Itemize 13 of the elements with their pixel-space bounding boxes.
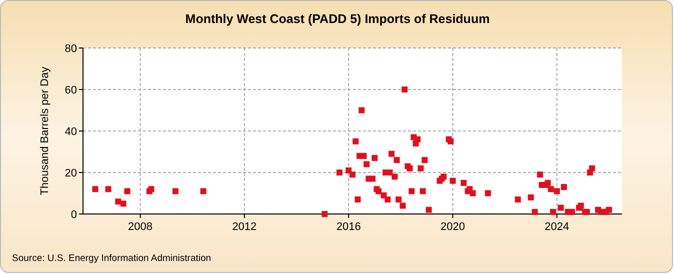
x-tick-label: 2024 (544, 221, 570, 233)
x-tick-label: 2020 (440, 221, 465, 233)
y-tick-label: 80 (64, 42, 77, 55)
y-axis-title: Thousand Barrels per Day (39, 66, 51, 196)
x-tick-label: 2016 (336, 221, 361, 233)
y-tick-label: 20 (64, 167, 77, 180)
chart-title: Monthly West Coast (PADD 5) Imports of Residuum (185, 12, 490, 26)
source-note: Source: U.S. Energy Information Administration (12, 253, 212, 264)
y-tick-label: 60 (64, 84, 77, 96)
y-tick-label: 40 (64, 126, 77, 138)
x-tick-label: 2008 (128, 221, 153, 233)
x-tick-label: 2012 (232, 221, 257, 233)
y-tick-label: 0 (70, 208, 77, 221)
